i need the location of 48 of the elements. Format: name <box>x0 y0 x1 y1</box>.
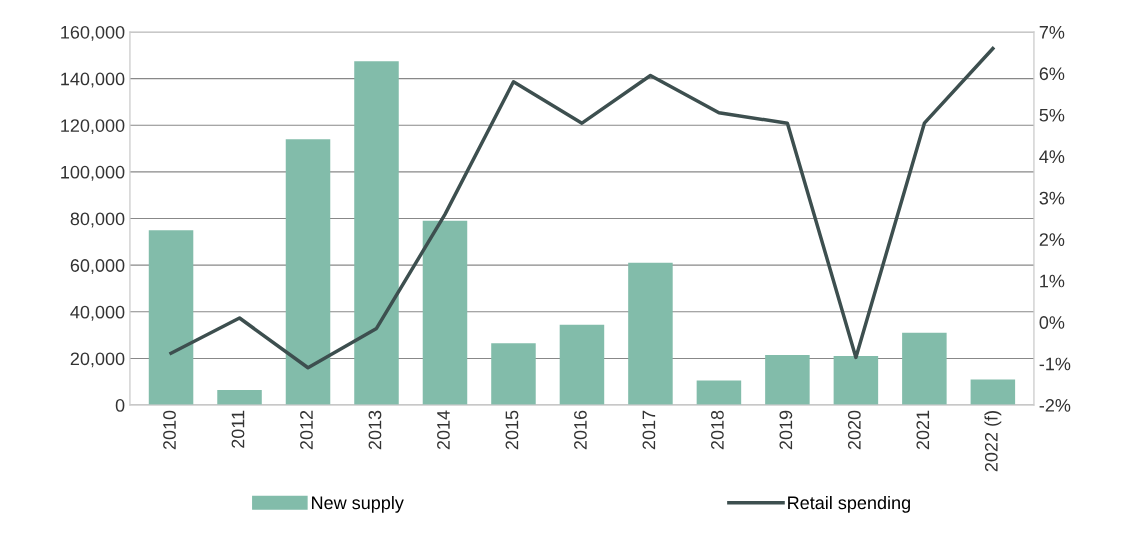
x-tick-label: 2015 <box>505 410 519 450</box>
y-tick-label: 80,000 <box>70 212 125 228</box>
y2-tick-label: 6% <box>1039 67 1065 81</box>
y-tick-label: 60,000 <box>70 259 125 275</box>
bar <box>765 354 810 406</box>
bar <box>217 389 262 406</box>
y2-tick-label: 5% <box>1039 108 1065 122</box>
y2-tick-label: 1% <box>1040 274 1065 288</box>
x-tick-label: 2017 <box>642 410 656 450</box>
x-tick-label: 2018 <box>710 410 724 450</box>
y-tick-label: 40,000 <box>70 305 125 321</box>
y2-tick-label: 4% <box>1039 150 1065 163</box>
x-tick-label: 2020 <box>847 410 861 450</box>
x-tick-label: 2013 <box>368 410 382 450</box>
y2-tick-label: -1% <box>1039 357 1071 371</box>
bar <box>285 139 331 406</box>
legend-label: New supply <box>312 495 404 513</box>
y-tick-label: 0 <box>115 399 125 412</box>
y-tick-label: 120,000 <box>61 119 125 135</box>
x-tick-label: 2012 <box>300 410 313 450</box>
x-tick-label: 2022 (f) <box>984 411 1002 472</box>
bar <box>833 356 879 406</box>
y-tick-label: 140,000 <box>61 72 125 88</box>
bar <box>628 262 673 406</box>
y2-tick-label: 7% <box>1039 25 1065 39</box>
x-tick-label: 2021 <box>916 410 930 450</box>
x-tick-label: 2014 <box>437 410 450 450</box>
bar <box>491 343 536 406</box>
x-tick-label: 2019 <box>779 410 793 450</box>
bar <box>970 379 1016 406</box>
legend-label: Retail spending <box>788 495 910 513</box>
y2-tick-label: 0% <box>1039 316 1065 329</box>
x-tick-label: 2010 <box>163 410 176 450</box>
y-tick-label: 160,000 <box>61 25 125 41</box>
bar <box>422 220 468 406</box>
y2-tick-label: -2% <box>1039 399 1071 412</box>
bar <box>696 380 742 406</box>
y2-tick-label: 2% <box>1039 233 1065 246</box>
bar <box>902 332 947 406</box>
x-tick-label: 2011 <box>231 410 245 448</box>
y-tick-label: 20,000 <box>70 352 125 368</box>
bar <box>148 230 194 406</box>
line-series <box>169 46 995 370</box>
bar <box>559 324 605 406</box>
bar <box>354 61 399 406</box>
y-tick-label: 100,000 <box>61 165 125 181</box>
x-tick-label: 2016 <box>574 410 587 450</box>
y2-tick-label: 3% <box>1039 191 1065 205</box>
